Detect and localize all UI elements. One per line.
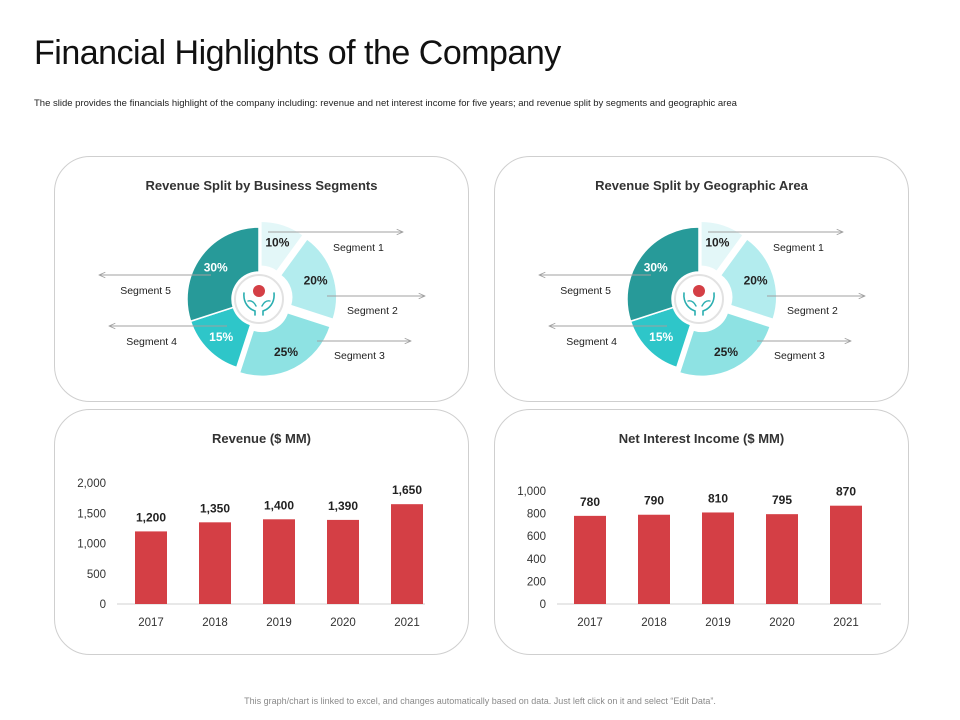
bar-chart-revenue[interactable]: 0 500 1,000 1,500 2,000 1,200 2017 1,350 2018 1,4… xyxy=(55,410,468,654)
donut-slice-1[interactable] xyxy=(700,220,745,273)
donut-slice-label-5: 30% xyxy=(644,261,668,275)
y-tick-label: 600 xyxy=(527,531,546,543)
panel-geographic-area: Revenue Split by Geographic Area 10% 20% 2… xyxy=(494,156,909,402)
segment-label-5: Segment 5 xyxy=(120,285,171,297)
bar-2021[interactable] xyxy=(391,504,423,604)
segment-label-2: Segment 2 xyxy=(787,305,838,317)
x-tick-label: 2017 xyxy=(138,617,164,629)
donut-chart-geographic-area[interactable]: 10% 20% 25% 15% 30% Segment 1 Segment 2 Segment… xyxy=(495,157,908,401)
page-title: Financial Highlights of the Company xyxy=(34,34,561,72)
panel-revenue: Revenue ($ MM) 0 500 1,000 1,500 2,000 1,200 2… xyxy=(54,409,469,655)
bar-chart-net-interest-income[interactable]: 0 200 400 600 800 1,000 780 2017 790 2018 810 2019 7… xyxy=(495,410,908,654)
y-tick-label: 400 xyxy=(527,554,546,566)
x-tick-label: 2018 xyxy=(202,617,228,629)
segment-label-1: Segment 1 xyxy=(773,242,824,254)
donut-slice-3[interactable] xyxy=(678,311,772,378)
x-tick-label: 2020 xyxy=(330,617,356,629)
segment-label-3: Segment 3 xyxy=(774,350,825,362)
bar-2019[interactable] xyxy=(263,519,295,604)
x-tick-label: 2017 xyxy=(577,617,603,629)
x-tick-label: 2019 xyxy=(266,617,292,629)
x-tick-label: 2021 xyxy=(394,617,420,629)
bar-2018[interactable] xyxy=(199,522,231,604)
panel-net-interest-income: Net Interest Income ($ MM) 0 200 400 600 800… xyxy=(494,409,909,655)
donut-chart-business-segments[interactable]: 10% 20% 25% 15% 30% Segment 1 Segment 2 Segment… xyxy=(55,157,468,401)
bar-value-label: 780 xyxy=(580,495,600,509)
footer-note: This graph/chart is linked to excel, and… xyxy=(244,696,716,706)
segment-label-3: Segment 3 xyxy=(334,350,385,362)
panel-business-segments: Revenue Split by Business Segments 10% 20… xyxy=(54,156,469,402)
donut-slice-1[interactable] xyxy=(260,220,305,273)
donut-slice-2[interactable] xyxy=(719,237,778,321)
bar-2017[interactable] xyxy=(574,515,606,604)
segment-label-4: Segment 4 xyxy=(566,336,617,348)
bar-value-label: 870 xyxy=(836,485,856,499)
donut-slice-label-1: 10% xyxy=(265,235,289,249)
y-tick-label: 0 xyxy=(100,599,106,611)
donut-slice-label-4: 15% xyxy=(209,330,233,344)
bar-value-label: 790 xyxy=(644,494,664,508)
y-tick-label: 1,500 xyxy=(77,508,106,520)
donut-slice-label-5: 30% xyxy=(204,261,228,275)
segment-label-2: Segment 2 xyxy=(347,305,398,317)
y-tick-label: 2,000 xyxy=(77,478,106,490)
y-tick-label: 1,000 xyxy=(77,539,106,551)
y-tick-label: 200 xyxy=(527,576,546,588)
bar-value-label: 795 xyxy=(772,493,792,507)
donut-slice-label-2: 20% xyxy=(304,274,328,288)
bar-value-label: 1,200 xyxy=(136,510,166,524)
x-tick-label: 2020 xyxy=(769,617,795,629)
x-tick-label: 2019 xyxy=(705,617,731,629)
donut-slice-5[interactable] xyxy=(626,226,700,323)
bar-value-label: 1,400 xyxy=(264,498,294,512)
bar-value-label: 1,350 xyxy=(200,501,230,515)
segment-label-4: Segment 4 xyxy=(126,336,177,348)
hands-holding-coin-icon xyxy=(674,274,724,324)
bar-2020[interactable] xyxy=(766,514,798,604)
x-tick-label: 2021 xyxy=(833,617,859,629)
page-subtitle: The slide provides the financials highli… xyxy=(34,98,737,109)
bar-value-label: 810 xyxy=(708,491,728,505)
donut-slice-label-3: 25% xyxy=(274,345,298,359)
bar-2020[interactable] xyxy=(327,519,359,604)
chart-title: Net Interest Income ($ MM) xyxy=(618,431,785,446)
bar-value-label: 1,650 xyxy=(392,483,422,497)
donut-slice-2[interactable] xyxy=(279,237,338,321)
hands-holding-coin-icon xyxy=(234,274,284,324)
y-tick-label: 0 xyxy=(540,599,546,611)
bar-2021[interactable] xyxy=(830,505,862,604)
bar-2019[interactable] xyxy=(702,512,734,604)
chart-title: Revenue Split by Geographic Area xyxy=(595,178,808,193)
chart-title: Revenue Split by Business Segments xyxy=(145,178,378,193)
x-tick-label: 2018 xyxy=(641,617,667,629)
donut-slice-label-3: 25% xyxy=(714,345,738,359)
chart-title: Revenue ($ MM) xyxy=(212,431,311,446)
bar-2018[interactable] xyxy=(638,514,670,604)
donut-slice-label-1: 10% xyxy=(705,235,729,249)
donut-slice-label-4: 15% xyxy=(649,330,673,344)
bar-value-label: 1,390 xyxy=(328,499,358,513)
segment-label-1: Segment 1 xyxy=(333,242,384,254)
segment-label-5: Segment 5 xyxy=(560,285,611,297)
y-tick-label: 800 xyxy=(527,509,546,521)
donut-slice-label-2: 20% xyxy=(744,274,768,288)
donut-slice-5[interactable] xyxy=(186,226,260,323)
bar-2017[interactable] xyxy=(135,531,167,604)
y-tick-label: 500 xyxy=(87,569,106,581)
donut-slice-3[interactable] xyxy=(238,311,332,378)
y-tick-label: 1,000 xyxy=(517,486,546,498)
